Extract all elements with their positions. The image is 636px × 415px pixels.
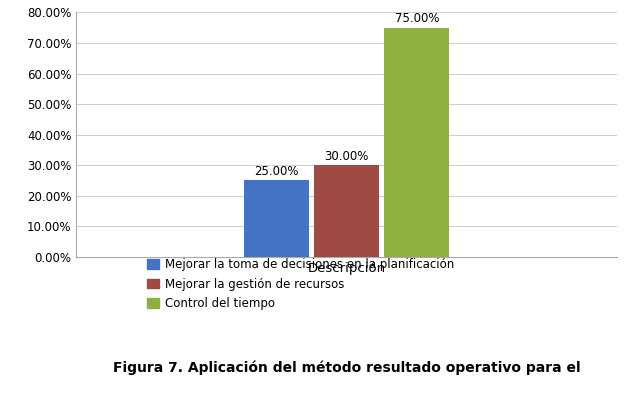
Bar xyxy=(244,181,308,257)
Text: Figura 7. Aplicación del método resultado operativo para el: Figura 7. Aplicación del método resultad… xyxy=(113,361,581,375)
Text: 30.00%: 30.00% xyxy=(324,150,369,163)
Text: 25.00%: 25.00% xyxy=(254,165,298,178)
Bar xyxy=(384,28,449,257)
Text: 75.00%: 75.00% xyxy=(395,12,439,25)
Bar xyxy=(314,165,379,257)
Legend: Mejorar la toma de decisiones en la planificación, Mejorar la gestión de recurso: Mejorar la toma de decisiones en la plan… xyxy=(147,258,454,310)
